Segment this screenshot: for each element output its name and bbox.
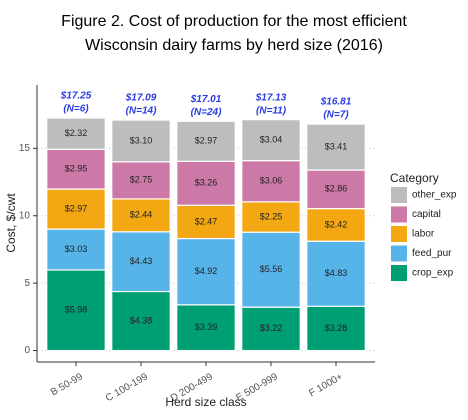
value-label: $2.25	[260, 211, 283, 221]
value-label: $2.32	[65, 128, 88, 138]
bar-segment	[176, 160, 236, 206]
total-label: $17.09	[125, 93, 157, 104]
bar-segment	[111, 198, 171, 233]
y-tick-label: 5	[24, 278, 30, 289]
total-label: $17.01	[190, 94, 222, 105]
legend-swatch	[391, 265, 407, 281]
bar-segment	[111, 231, 171, 293]
bar-segment	[46, 188, 106, 230]
chart-subtitle: Wisconsin dairy farms by herd size (2016…	[85, 37, 383, 54]
chart-title: Figure 2. Cost of production for the mos…	[61, 13, 407, 30]
bar-segment	[306, 240, 366, 307]
value-label: $2.44	[130, 210, 153, 220]
n-label: (N=14)	[126, 106, 158, 117]
legend-swatch	[391, 245, 407, 262]
n-label: (N=24)	[191, 107, 223, 118]
y-tick-label: 0	[24, 345, 30, 356]
value-label: $5.56	[260, 264, 283, 274]
y-axis-label: Cost, $/cwt	[4, 193, 18, 253]
value-label: $3.26	[195, 178, 218, 188]
x-tick-label: F 1000+	[307, 371, 345, 399]
value-label: $3.10	[130, 135, 153, 145]
legend-label: other_exp	[412, 190, 457, 201]
bar-segment	[111, 119, 171, 163]
bar-segment	[306, 123, 366, 171]
n-label: (N=7)	[323, 110, 349, 121]
value-label: $3.04	[260, 135, 283, 145]
value-label: $3.06	[260, 176, 283, 186]
value-label: $4.43	[130, 256, 153, 266]
value-label: $2.42	[325, 219, 348, 229]
bar-segment	[306, 169, 366, 210]
x-axis-label: Herd size class	[165, 395, 246, 409]
bar-segment	[176, 237, 236, 306]
total-label: $17.13	[255, 92, 287, 103]
value-label: $3.41	[325, 141, 348, 151]
legend-title: Category	[390, 171, 439, 185]
bar-segment	[241, 306, 301, 352]
value-label: $2.75	[130, 175, 153, 185]
value-label: $2.86	[325, 184, 348, 194]
value-label: $4.92	[195, 266, 218, 276]
y-tick-label: 15	[19, 143, 31, 154]
bar-segment	[176, 120, 236, 162]
value-label: $3.28	[325, 323, 348, 333]
value-label: $4.83	[325, 268, 348, 278]
total-label: $16.81	[320, 97, 352, 108]
value-label: $3.39	[195, 322, 218, 332]
value-label: $2.95	[65, 164, 88, 174]
bar-segment	[306, 305, 366, 352]
value-label: $2.97	[65, 203, 88, 213]
legend-swatch	[391, 187, 407, 203]
total-label: $17.25	[60, 91, 92, 102]
legend-swatch	[391, 226, 407, 242]
n-label: (N=11)	[256, 105, 287, 116]
bar-segment	[111, 290, 171, 352]
bar-segment	[111, 161, 171, 200]
value-label: $4.38	[130, 315, 153, 325]
x-tick-label: E 500-999	[234, 371, 280, 404]
value-label: $2.47	[195, 216, 218, 226]
bar-segment	[46, 117, 106, 150]
legend-label: labor	[412, 229, 435, 240]
n-label: (N=6)	[63, 104, 89, 115]
x-tick-label: B 50-99	[49, 371, 85, 398]
value-label: $3.03	[65, 244, 88, 254]
bar-segment	[241, 119, 301, 162]
value-label: $5.98	[65, 305, 88, 315]
value-label: $2.97	[195, 136, 218, 146]
bar-segment	[176, 204, 236, 240]
y-tick-label: 10	[19, 210, 31, 221]
value-label: $3.22	[260, 323, 283, 333]
bar-segment	[46, 148, 106, 190]
legend-label: feed_pur	[412, 248, 452, 259]
legend-swatch	[391, 206, 407, 223]
legend-label: crop_exp	[412, 268, 454, 279]
legend-label: capital	[412, 209, 441, 220]
x-tick-label: C 100-199	[104, 371, 150, 404]
bar-segment	[46, 269, 106, 352]
